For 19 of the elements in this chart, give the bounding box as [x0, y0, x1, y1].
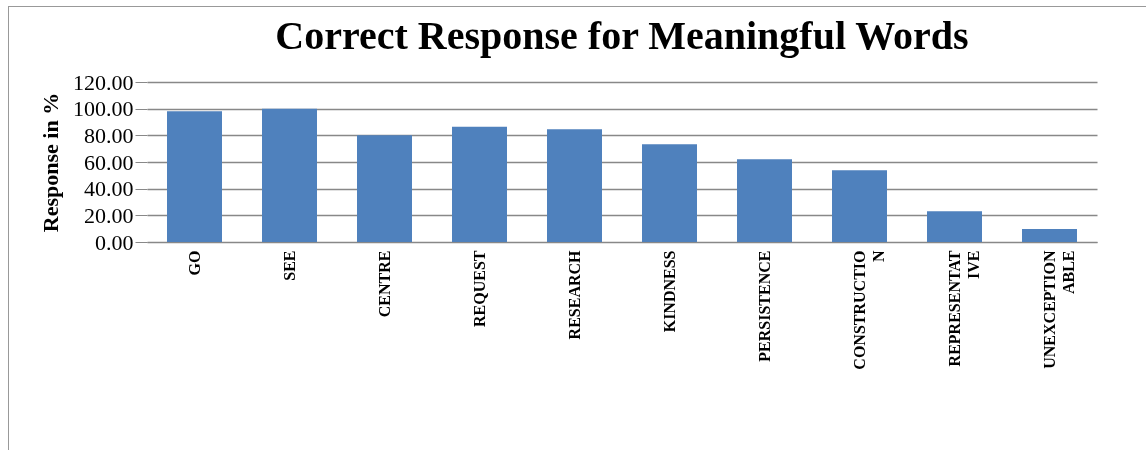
- y-tick-label: 20.00: [84, 202, 134, 228]
- x-tick-label: RESEARCH: [565, 249, 583, 340]
- x-tick-label: PERSISTENCE: [755, 250, 773, 362]
- x-tick-label: REQUEST: [470, 250, 488, 327]
- y-tick-label: 40.00: [84, 176, 134, 202]
- x-tick-label: CENTRE: [375, 250, 393, 318]
- x-tick-label: SEE: [280, 250, 298, 281]
- y-tick-label: 80.00: [84, 122, 134, 148]
- y-tick-label: 100.00: [73, 96, 134, 122]
- x-tick-label: CONSTRUCTION: [850, 250, 887, 370]
- y-tick-label: 60.00: [84, 149, 134, 175]
- y-tick-label: 120.00: [73, 69, 134, 95]
- chart-title: Correct Response for Meaningful Words: [275, 13, 969, 58]
- x-tick-label: REPRESENTATIVE: [945, 250, 982, 367]
- y-tick-label: 0.00: [95, 229, 134, 255]
- y-axis-title: Response in %: [38, 92, 63, 233]
- x-tick-label: KINDNESS: [660, 250, 678, 333]
- x-tick-label: GO: [185, 250, 203, 276]
- x-tick-label: UNEXCEPTIONABLE: [1040, 250, 1077, 369]
